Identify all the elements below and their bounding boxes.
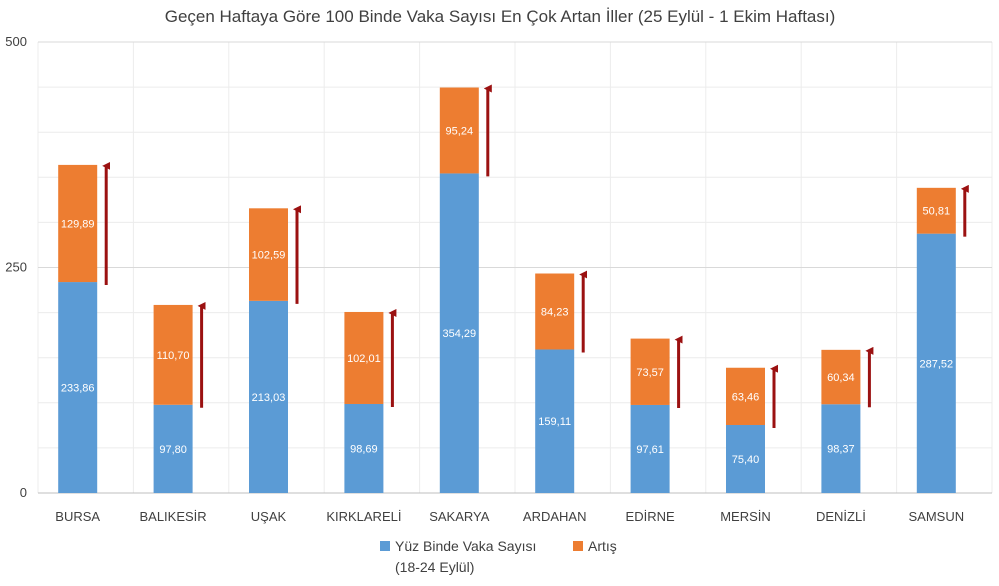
x-axis-labels: BURSA BALIKESİR UŞAK KIRKLARELİ SAKARYA ARDAH… (55, 509, 964, 524)
legend-label-base: Yüz Binde Vaka Sayısı (395, 538, 536, 554)
bar-increase-2 (153, 304, 193, 405)
x-tick-label: SAMSUN (908, 509, 964, 524)
bar-base-6 (535, 349, 575, 493)
legend-swatch-increase (573, 541, 583, 551)
data-label-increase: 110,70 (157, 350, 190, 362)
x-tick-label: KIRKLARELİ (326, 509, 401, 524)
data-label-base: 159,11 (538, 416, 571, 428)
data-label-increase: 50,81 (923, 206, 951, 218)
data-label-increase: 63,46 (732, 391, 760, 403)
bar-base-8 (726, 424, 765, 493)
bar-increase-6 (535, 273, 575, 350)
data-label-increase: 102,01 (347, 353, 381, 365)
data-label-increase: 60,34 (827, 372, 855, 384)
data-label-base: 98,37 (827, 444, 855, 456)
bar-increase-8 (726, 367, 765, 425)
data-label-base: 233,86 (61, 383, 95, 395)
data-label-base: 97,61 (636, 444, 664, 456)
x-tick-label: BURSA (55, 509, 100, 524)
data-label-increase: 95,24 (446, 125, 474, 137)
data-label-base: 354,29 (442, 328, 476, 340)
bars: 233,86 129,89 97,80 110,70 213,03 102,59 98,69… (58, 84, 969, 493)
legend-label-base-line2: (18-24 Eylül) (395, 559, 474, 575)
bar-increase-4 (344, 311, 384, 404)
y-tick-label: 500 (5, 34, 27, 49)
x-tick-label: BALIKESİR (139, 509, 206, 524)
legend: Yüz Binde Vaka Sayısı (18-24 Eylül) Artış (380, 538, 617, 575)
x-tick-label: SAKARYA (429, 509, 490, 524)
legend-swatch-base (380, 541, 390, 551)
data-label-base: 75,40 (732, 454, 760, 466)
bar-base-2 (153, 404, 193, 493)
bar-increase-9 (821, 349, 861, 405)
data-label-increase: 129,89 (61, 218, 95, 230)
bar-base-3 (249, 300, 288, 493)
legend-label-increase: Artış (588, 538, 617, 554)
bar-increase-7 (630, 338, 670, 405)
y-axis-ticks: 0 250 500 (5, 34, 27, 500)
chart-title: Geçen Haftaya Göre 100 Binde Vaka Sayısı… (165, 7, 836, 26)
bar-base-10 (916, 233, 956, 493)
data-label-increase: 102,59 (252, 250, 286, 262)
bar-base-4 (344, 403, 384, 493)
x-tick-label: DENİZLİ (816, 509, 866, 524)
data-label-base: 287,52 (919, 358, 953, 370)
x-tick-label: EDİRNE (626, 509, 675, 524)
bar-increase-10 (916, 187, 956, 234)
x-tick-label: UŞAK (251, 509, 287, 524)
data-label-base: 213,03 (252, 392, 286, 404)
data-label-increase: 84,23 (541, 306, 569, 318)
bar-increase-3 (249, 208, 288, 301)
bar-increase-5 (439, 87, 479, 174)
x-tick-label: ARDAHAN (523, 509, 587, 524)
data-label-increase: 73,57 (636, 367, 664, 379)
x-tick-label: MERSİN (720, 509, 771, 524)
bar-base-1 (58, 282, 98, 493)
bar-increase-1 (58, 164, 98, 283)
bar-base-5 (439, 173, 479, 493)
data-label-base: 97,80 (159, 444, 187, 456)
bar-base-9 (821, 404, 861, 493)
data-label-base: 98,69 (350, 443, 378, 455)
bar-base-7 (630, 404, 670, 493)
y-tick-label: 250 (5, 260, 27, 275)
y-tick-label: 0 (20, 485, 27, 500)
